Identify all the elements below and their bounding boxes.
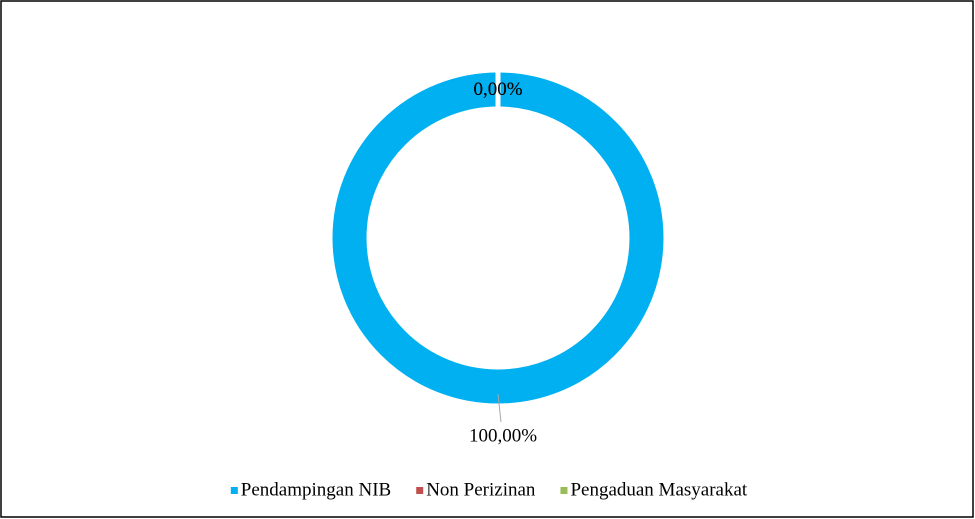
legend-swatch	[416, 487, 424, 494]
legend-label: Pendampingan NIB	[241, 479, 391, 500]
legend-label: Pengaduan Masyarakat	[570, 479, 747, 500]
data-label: 0,00%	[473, 79, 522, 100]
donut-slice	[327, 67, 669, 409]
leader-line	[497, 393, 502, 423]
legend-label: Non Perizinan	[426, 479, 536, 500]
data-label: 100,00%	[469, 425, 537, 446]
legend-swatch	[560, 487, 568, 494]
legend-swatch	[230, 487, 238, 494]
